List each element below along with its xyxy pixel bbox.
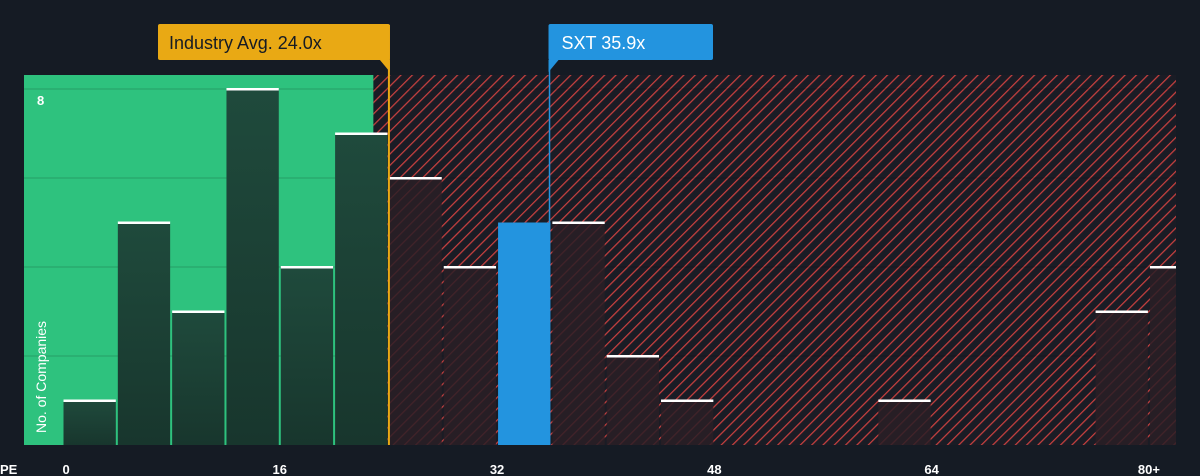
histogram-bar bbox=[63, 400, 116, 445]
x-tick-label: 80+ bbox=[1138, 462, 1160, 476]
bar-cap bbox=[389, 177, 442, 180]
x-tick-label: 0 bbox=[63, 462, 70, 476]
industry-average-callout: Industry Avg. 24.0x bbox=[158, 24, 390, 60]
histogram-bar bbox=[389, 178, 442, 445]
bar-cap bbox=[1149, 266, 1176, 269]
industry-average-label: Industry Avg. 24.0x bbox=[169, 33, 322, 53]
company-callout: SXT 35.9x bbox=[548, 24, 713, 60]
histogram-bar bbox=[335, 133, 388, 445]
bar-cap bbox=[878, 399, 931, 402]
histogram-bar bbox=[443, 267, 497, 445]
bar-cap bbox=[552, 221, 605, 224]
callouts: Industry Avg. 24.0x SXT 35.9x bbox=[158, 24, 713, 72]
histogram-bar bbox=[552, 222, 605, 445]
histogram-bar bbox=[1095, 311, 1148, 445]
highlighted-bar bbox=[498, 222, 551, 445]
company-pe-label: SXT 35.9x bbox=[562, 33, 646, 53]
histogram-bars bbox=[63, 88, 1176, 445]
x-tick-label: 64 bbox=[924, 462, 939, 476]
y-axis-top-tick-label: 8 bbox=[37, 93, 44, 108]
histogram-bar bbox=[226, 89, 279, 445]
bar-cap bbox=[606, 355, 660, 358]
histogram-bar bbox=[606, 356, 660, 445]
histogram-bar bbox=[1149, 267, 1176, 445]
histogram-bar bbox=[661, 400, 714, 445]
histogram-bar bbox=[117, 222, 171, 445]
x-tick-label: 48 bbox=[707, 462, 721, 476]
y-axis-title: No. of Companies bbox=[33, 321, 49, 433]
industry-average-callout-box bbox=[158, 24, 390, 60]
bar-cap bbox=[280, 266, 334, 269]
bar-cap bbox=[226, 88, 279, 91]
bar-cap bbox=[172, 310, 225, 313]
bar-cap bbox=[1095, 310, 1148, 313]
x-tick-label: 32 bbox=[490, 462, 504, 476]
x-tick-label: 16 bbox=[273, 462, 287, 476]
histogram-bar bbox=[172, 311, 225, 445]
bar-cap bbox=[63, 399, 116, 402]
bar-cap bbox=[117, 221, 171, 224]
axes: PE 8 No. of Companies 0 16 32 48 64 80+ bbox=[0, 93, 1160, 476]
histogram-bar bbox=[280, 267, 334, 445]
company-callout-tail bbox=[548, 60, 559, 72]
bar-cap bbox=[335, 132, 388, 135]
bar-cap bbox=[661, 399, 714, 402]
company-callout-box bbox=[548, 24, 713, 60]
reference-markers bbox=[387, 25, 551, 445]
histogram-bar bbox=[878, 400, 931, 445]
x-axis-prefix-label: PE bbox=[0, 462, 18, 476]
industry-callout-tail bbox=[379, 60, 390, 72]
bar-cap bbox=[443, 266, 497, 269]
